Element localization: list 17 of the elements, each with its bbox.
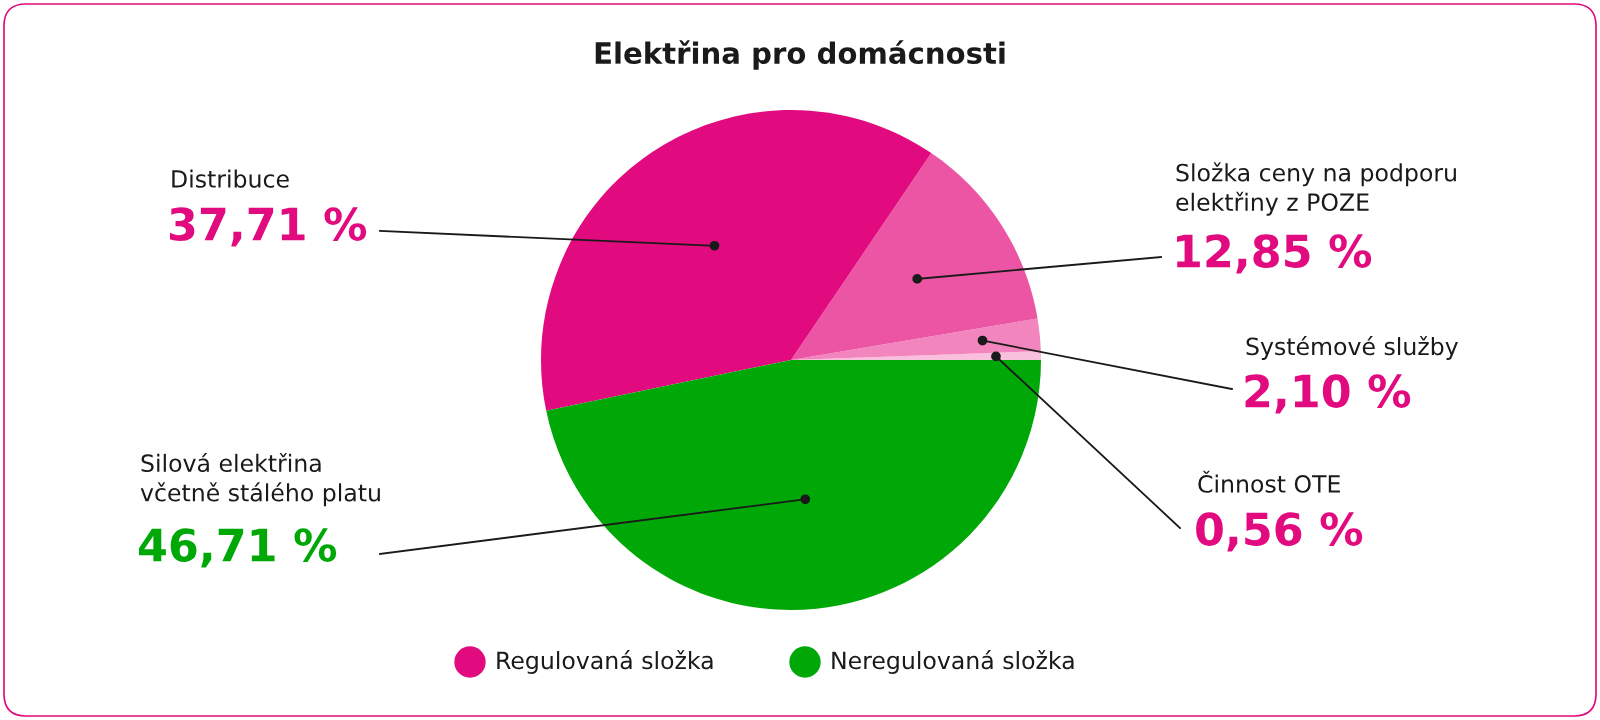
data-label: 12,85 % bbox=[1177, 234, 1372, 274]
data-label: 2,10 % bbox=[1245, 374, 1411, 414]
data-label: 46,71 % bbox=[139, 528, 337, 568]
slice-label: Systémové služby bbox=[1246, 336, 1458, 360]
text: Regulovaná složka bbox=[497, 650, 713, 674]
slice-label: Silová elektřina včetně stálého platu bbox=[140, 452, 380, 507]
pie-slice bbox=[546, 360, 1041, 610]
slice-label: Distribuce bbox=[172, 169, 289, 188]
data-label: 0,56 % bbox=[1196, 512, 1363, 552]
pie-slice bbox=[541, 110, 932, 411]
chart-title: Elektřina pro domácnosti bbox=[595, 40, 1005, 70]
slice-label: Složka ceny na podporu elektřiny z POZE bbox=[1176, 162, 1456, 216]
pie-slice bbox=[791, 153, 1038, 360]
slice-label: Činnost OTE bbox=[1198, 470, 1340, 493]
text: Neregulovaná složka bbox=[832, 650, 1074, 674]
data-label: 37,71 % bbox=[169, 207, 367, 247]
pie-slice bbox=[791, 318, 1041, 360]
